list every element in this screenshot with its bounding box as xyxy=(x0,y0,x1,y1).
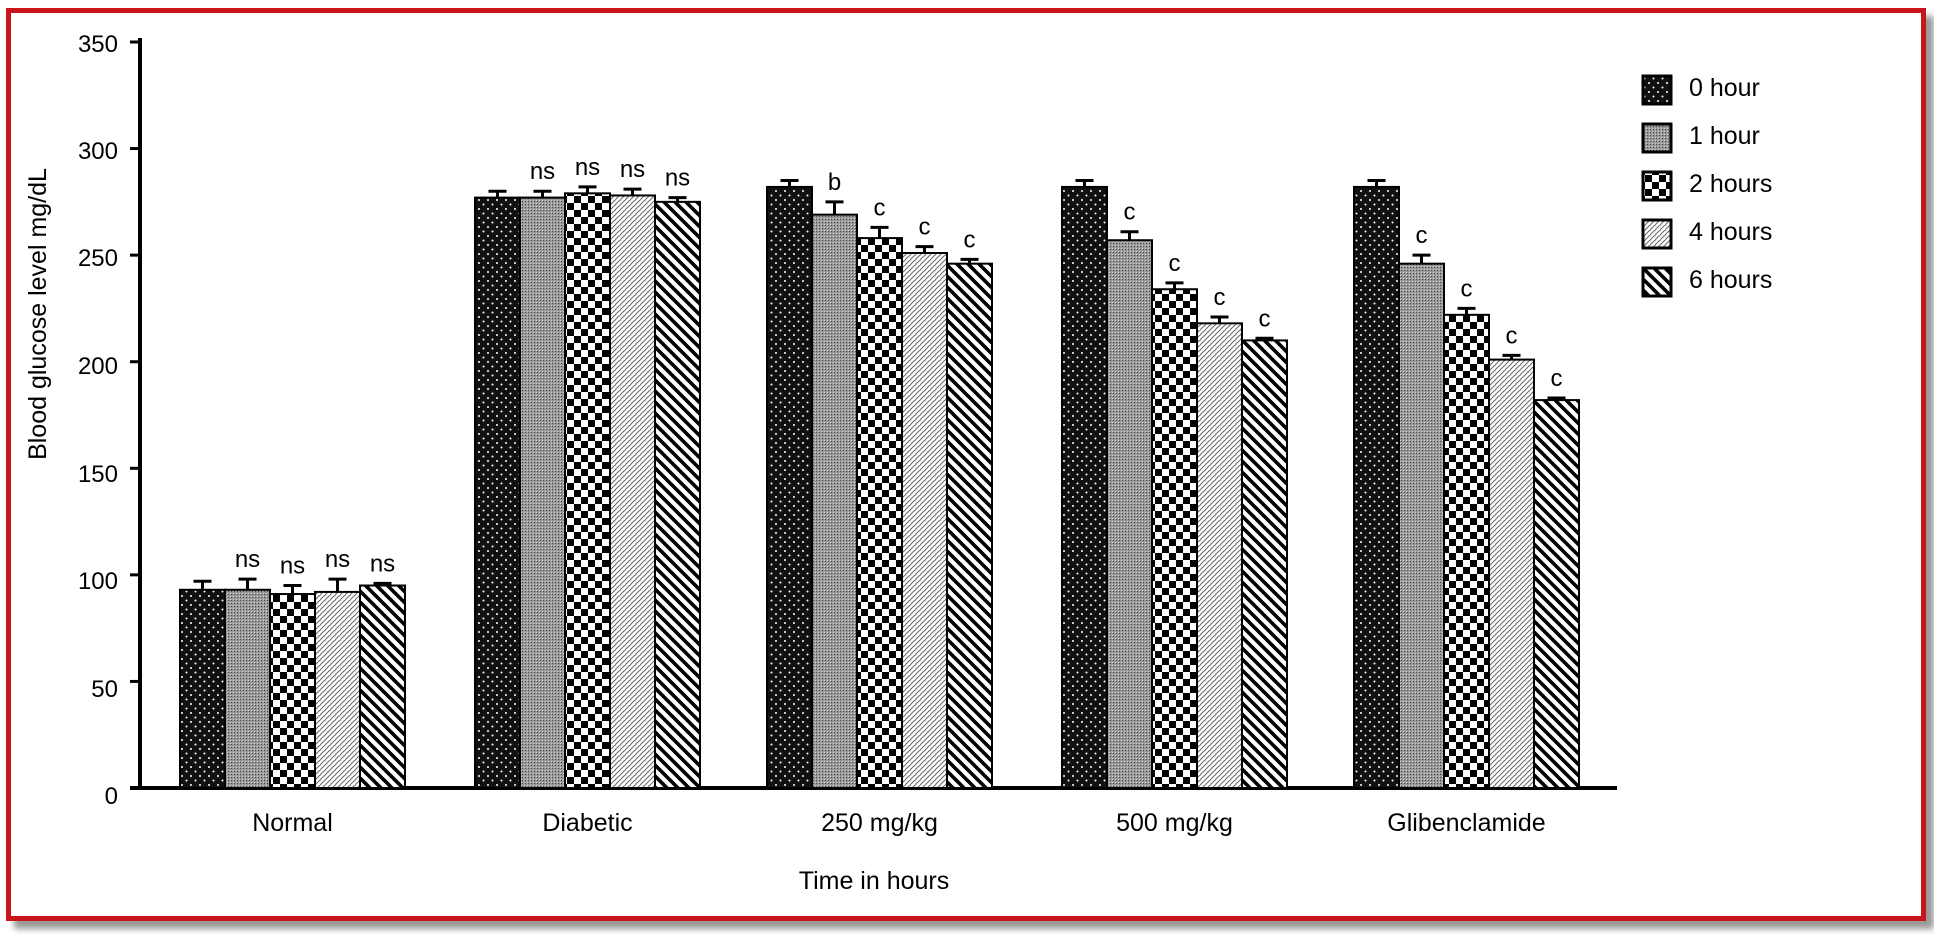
bar xyxy=(1443,313,1490,789)
bar xyxy=(474,196,521,789)
significance-label: c xyxy=(874,194,886,221)
legend-swatch xyxy=(1641,218,1673,250)
significance-label: c xyxy=(919,214,931,241)
y-tick-label: 150 xyxy=(78,461,118,488)
significance-label: c xyxy=(1551,365,1563,392)
legend-label: 4 hours xyxy=(1689,218,1772,246)
bar xyxy=(1196,322,1243,789)
significance-label: c xyxy=(1416,222,1428,249)
legend: 0 hour 1 hour 2 hours 4 hours 6 hours xyxy=(1641,74,1772,298)
significance-label: ns xyxy=(370,550,395,577)
significance-label: ns xyxy=(530,158,555,185)
significance-label: ns xyxy=(235,546,260,573)
significance-label: c xyxy=(1124,199,1136,226)
bar xyxy=(224,588,271,790)
bar xyxy=(269,593,316,789)
legend-swatch xyxy=(1641,170,1673,202)
significance-label: ns xyxy=(280,553,305,580)
x-tick-label: Diabetic xyxy=(542,809,632,837)
legend-label: 2 hours xyxy=(1689,170,1772,198)
significance-label: ns xyxy=(620,156,645,183)
bar xyxy=(359,584,406,789)
x-axis: Normal Diabetic 250 mg/kg 500 mg/kg Glibencl… xyxy=(130,786,1617,837)
y-tick-label: 200 xyxy=(78,353,118,380)
bar xyxy=(519,196,566,789)
x-axis-title: Time in hours xyxy=(799,867,950,895)
significance-label: ns xyxy=(325,546,350,573)
y-tick-label: 250 xyxy=(78,245,118,272)
significance-label: c xyxy=(1461,275,1473,302)
legend-swatch xyxy=(1641,266,1673,298)
y-tick-label: 100 xyxy=(78,568,118,595)
x-tick-label: 500 mg/kg xyxy=(1116,809,1233,837)
legend-label: 0 hour xyxy=(1689,74,1760,102)
significance-label: b xyxy=(828,169,841,196)
y-tick-label: 0 xyxy=(105,783,118,810)
bar xyxy=(1398,262,1445,789)
bar xyxy=(1106,239,1153,790)
bar xyxy=(901,252,948,790)
y-tick-label: 300 xyxy=(78,138,118,165)
significance-label: c xyxy=(1506,322,1518,349)
significance-label: c xyxy=(1214,284,1226,311)
x-tick-label: Glibenclamide xyxy=(1387,809,1545,837)
bar xyxy=(1353,185,1400,790)
bar xyxy=(609,194,656,790)
bar xyxy=(856,237,903,789)
y-tick-label: 350 xyxy=(78,31,118,58)
significance-label: ns xyxy=(575,154,600,181)
bar xyxy=(1488,358,1535,789)
legend-label: 1 hour xyxy=(1689,122,1760,150)
significance-label: c xyxy=(1169,250,1181,277)
x-tick-label: Normal xyxy=(252,809,333,837)
legend-swatch xyxy=(1641,122,1673,154)
significance-label: ns xyxy=(665,165,690,192)
bar xyxy=(564,192,611,789)
legend-label: 6 hours xyxy=(1689,266,1772,294)
x-tick-label: 250 mg/kg xyxy=(821,809,938,837)
legend-swatch xyxy=(1641,74,1673,106)
significance-label: c xyxy=(1259,305,1271,332)
bar xyxy=(766,185,813,790)
y-tick-label: 50 xyxy=(91,676,118,703)
bar xyxy=(1151,288,1198,789)
bar xyxy=(946,262,993,789)
significance-label: c xyxy=(964,226,976,253)
bar xyxy=(1533,399,1580,789)
y-axis: 0 50 100 150 200 250 300 350 xyxy=(78,31,142,810)
bar xyxy=(1061,185,1108,790)
y-axis-title: Blood glucose level mg/dL xyxy=(24,168,52,460)
bar xyxy=(314,590,361,789)
bar xyxy=(654,200,701,790)
bar xyxy=(811,213,858,790)
bar xyxy=(1241,339,1288,789)
bar xyxy=(179,588,226,790)
